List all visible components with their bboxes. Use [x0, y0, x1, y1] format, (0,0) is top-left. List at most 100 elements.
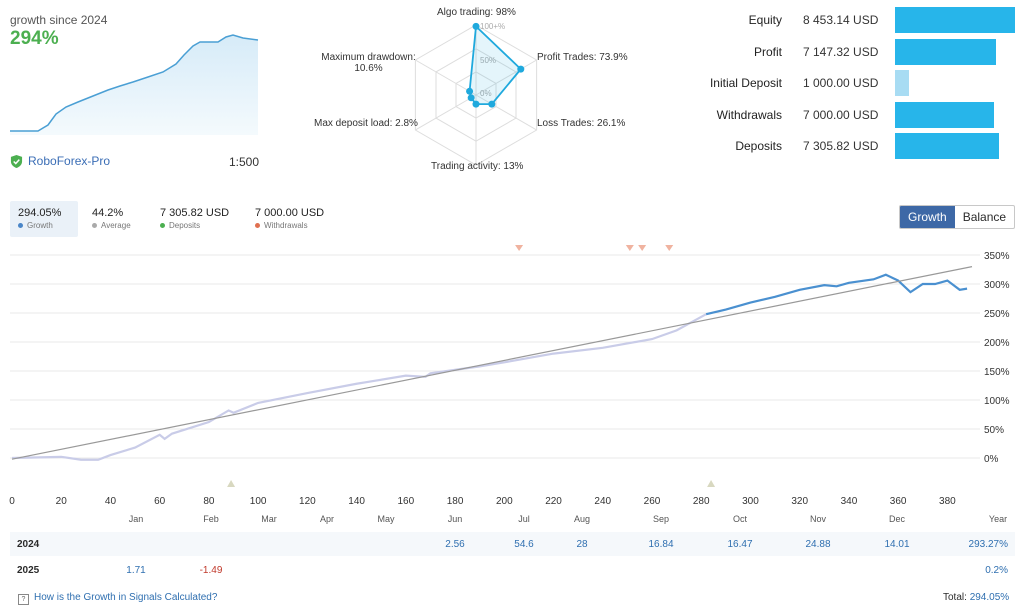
deposit-marker-icon[interactable]	[707, 480, 716, 487]
x-tick-label: 180	[447, 496, 464, 507]
x-tick-label: 320	[791, 496, 808, 507]
month-header: Feb	[203, 514, 219, 524]
broker-info[interactable]: RoboForex-Pro	[10, 154, 110, 168]
year-total: 0.2%	[985, 565, 1008, 576]
radar-axis	[475, 94, 537, 131]
month-header: Jul	[518, 514, 530, 524]
x-tick-label: 200	[496, 496, 513, 507]
growth-chart: 350% 300% 250% 200% 150% 100% 50% 0% 0 20 40 60 80 10…	[9, 245, 1010, 507]
x-tick-label: 0	[9, 496, 15, 507]
x-tick-label: 360	[890, 496, 907, 507]
stat-label: Withdrawals	[716, 107, 782, 122]
radar-point	[472, 22, 480, 30]
chart-mode-toggle: Growth Balance	[899, 205, 1016, 229]
stat-value: 7 305.82 USD	[803, 139, 879, 153]
x-tick-label: 60	[154, 496, 166, 507]
x-tick-label: 380	[939, 496, 956, 507]
radar-grid-label: 0%	[480, 89, 492, 98]
x-tick-label: 220	[545, 496, 562, 507]
growth-series-line	[705, 273, 968, 316]
radar-label-loss-trades: Loss Trades: 26.1%	[537, 118, 626, 129]
growth-series-line	[11, 313, 707, 461]
month-value: 16.47	[727, 539, 753, 550]
stat-value: 7 000.00 USD	[803, 107, 879, 122]
withdrawal-marker-icon[interactable]	[665, 245, 674, 251]
stat-bar	[895, 133, 999, 159]
total-growth: Total: 294.05%	[943, 592, 1010, 603]
stat-bar	[895, 7, 1015, 33]
radar-point	[466, 87, 474, 95]
stat-value: 7 147.32 USD	[803, 44, 879, 59]
growth-toggle-button[interactable]: Growth	[900, 206, 955, 228]
y-tick-label: 50%	[984, 425, 1004, 436]
stat-value: 1 000.00 USD	[803, 76, 879, 90]
month-value: 16.84	[648, 539, 674, 550]
x-tick-label: 120	[299, 496, 316, 507]
year-total: 293.27%	[968, 539, 1008, 550]
broker-name: RoboForex-Pro	[28, 154, 111, 168]
month-header: Jun	[447, 514, 463, 524]
y-tick-label: 250%	[984, 309, 1010, 320]
radar-axis	[415, 59, 477, 96]
radar-label-activity: Trading activity: 13%	[431, 161, 524, 172]
month-header: Aug	[573, 514, 590, 524]
withdrawals-dot-icon	[255, 223, 260, 228]
tab-growth[interactable]: 294.05% Growth	[10, 201, 78, 237]
month-value: 54.6	[514, 539, 534, 550]
month-header: Dec	[888, 514, 905, 524]
x-tick-label: 260	[644, 496, 661, 507]
growth-percent: 294%	[10, 28, 59, 49]
x-tick-label: 240	[594, 496, 611, 507]
month-value: 1.71	[126, 565, 146, 576]
y-tick-label: 150%	[984, 367, 1010, 378]
tab-deposits[interactable]: 7 305.82 USD Deposits	[160, 207, 230, 230]
year-label: 2025	[17, 565, 40, 576]
stat-label: Initial Deposit	[709, 76, 782, 90]
stat-label: Profit	[753, 44, 782, 59]
x-tick-label: 140	[348, 496, 365, 507]
year-label: 2024	[17, 539, 40, 550]
radar-point	[467, 94, 475, 102]
y-tick-label: 300%	[984, 280, 1010, 291]
month-header: Year	[988, 514, 1008, 524]
radar-label-deposit-load: Max deposit load: 2.8%	[314, 118, 418, 129]
deposit-marker-icon[interactable]	[227, 480, 236, 487]
table-row	[10, 532, 1015, 556]
month-header: Oct	[732, 514, 747, 524]
leverage: 1:500	[229, 155, 260, 169]
y-tick-label: 350%	[984, 251, 1010, 262]
withdrawal-marker-icon[interactable]	[625, 245, 634, 251]
x-tick-label: 100	[250, 496, 267, 507]
x-tick-label: 340	[841, 496, 858, 507]
deposits-dot-icon	[160, 223, 165, 228]
y-tick-label: 0%	[984, 454, 999, 465]
balance-toggle-button[interactable]: Balance	[962, 210, 1007, 224]
radar-label-drawdown: Maximum drawdown: 10.6%	[321, 52, 416, 74]
month-header: May	[377, 514, 395, 524]
withdrawal-marker-icon[interactable]	[638, 245, 647, 251]
radar-chart: 100+% 50% 0%	[414, 22, 538, 166]
stat-label: Equity	[748, 13, 782, 27]
month-value: 14.01	[884, 539, 910, 550]
growth-since-label: growth since 2024	[10, 13, 108, 27]
growth-sparkline	[10, 34, 259, 135]
month-value: -1.49	[199, 565, 223, 576]
x-tick-label: 160	[398, 496, 415, 507]
month-value: 24.88	[805, 539, 831, 550]
radar-axis	[415, 94, 477, 131]
help-icon: ?	[18, 594, 29, 605]
growth-dot-icon	[18, 223, 23, 228]
radar-point	[472, 100, 480, 108]
month-header: Nov	[809, 514, 826, 524]
tab-average[interactable]: 44.2% Average	[92, 207, 131, 230]
radar-grid-label: 50%	[480, 56, 496, 65]
x-tick-label: 20	[56, 496, 68, 507]
radar-label-profit-trades: Profit Trades: 73.9%	[537, 52, 628, 63]
growth-info-link[interactable]: ? How is the Growth in Signals Calculated…	[18, 592, 217, 605]
withdrawal-marker-icon[interactable]	[515, 245, 524, 251]
month-header: Jan	[128, 514, 144, 524]
trend-line	[11, 266, 973, 460]
tab-withdrawals[interactable]: 7 000.00 USD Withdrawals	[255, 207, 325, 230]
month-value: 2.56	[445, 539, 465, 550]
x-tick-label: 300	[742, 496, 759, 507]
